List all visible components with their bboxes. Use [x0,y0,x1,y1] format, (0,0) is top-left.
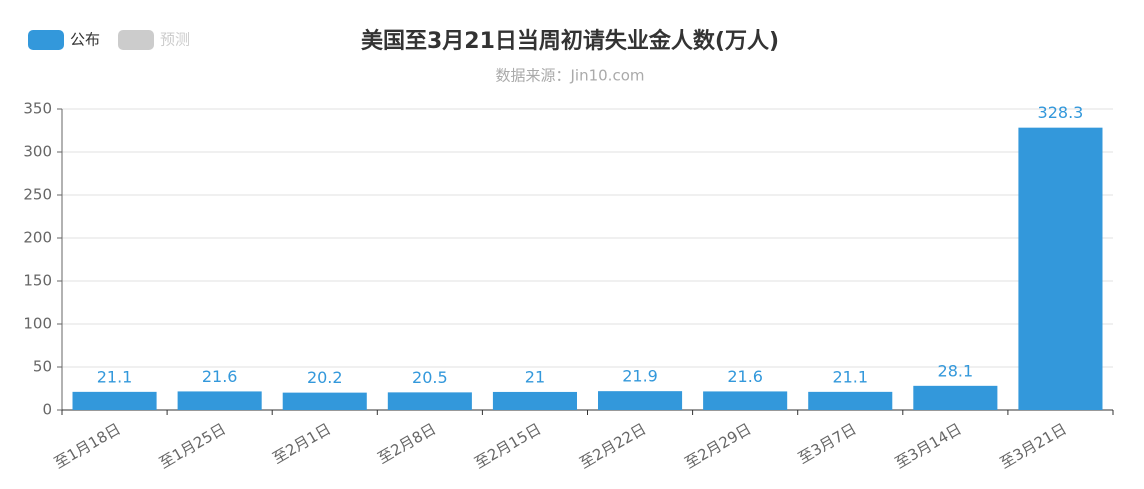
x-tick-label: 至2月8日 [375,420,440,468]
y-tick-label: 50 [33,358,52,376]
y-tick-label: 250 [23,186,52,204]
bar [387,392,472,410]
data-label: 21.9 [622,367,658,386]
chart-title: 美国至3月21日当周初请失业金人数(万人) [361,28,779,54]
x-tick-label: 至3月14日 [892,420,965,472]
bar [913,385,998,410]
x-tick-label: 至1月25日 [156,420,229,472]
bar [282,392,367,410]
bar [72,391,157,410]
data-label: 28.1 [938,361,974,380]
data-label: 328.3 [1038,103,1084,122]
data-label: 20.5 [412,368,448,387]
bar [177,391,262,410]
x-tick-label: 至2月1日 [269,420,334,468]
bar [808,391,893,410]
x-tick-label: 至3月7日 [795,420,860,468]
y-tick-label: 150 [23,272,52,290]
data-label: 21 [525,367,545,386]
data-label: 21.6 [727,367,763,386]
x-tick-label: 至2月15日 [471,420,544,472]
bar [1018,127,1103,411]
bar [703,391,788,410]
x-tick-label: 至3月21日 [997,420,1070,472]
data-label: 20.2 [307,368,343,387]
y-tick-label: 0 [42,401,52,419]
bar [492,391,577,410]
y-tick-label: 300 [23,143,52,161]
bar [598,391,683,410]
x-tick-label: 至2月22日 [577,420,650,472]
y-tick-label: 350 [23,100,52,118]
legend-label[interactable]: 公布 [70,31,100,49]
data-label: 21.6 [202,367,238,386]
legend-swatch[interactable] [28,30,64,50]
x-tick-label: 至2月29日 [682,420,755,472]
legend-swatch[interactable] [118,30,154,50]
data-label: 21.1 [832,367,868,386]
y-tick-label: 100 [23,315,52,333]
legend-label[interactable]: 预测 [160,31,190,49]
y-tick-label: 200 [23,229,52,247]
chart-subtitle: 数据来源：Jin10.com [496,67,645,85]
data-label: 21.1 [97,367,133,386]
x-tick-label: 至1月18日 [51,420,124,472]
